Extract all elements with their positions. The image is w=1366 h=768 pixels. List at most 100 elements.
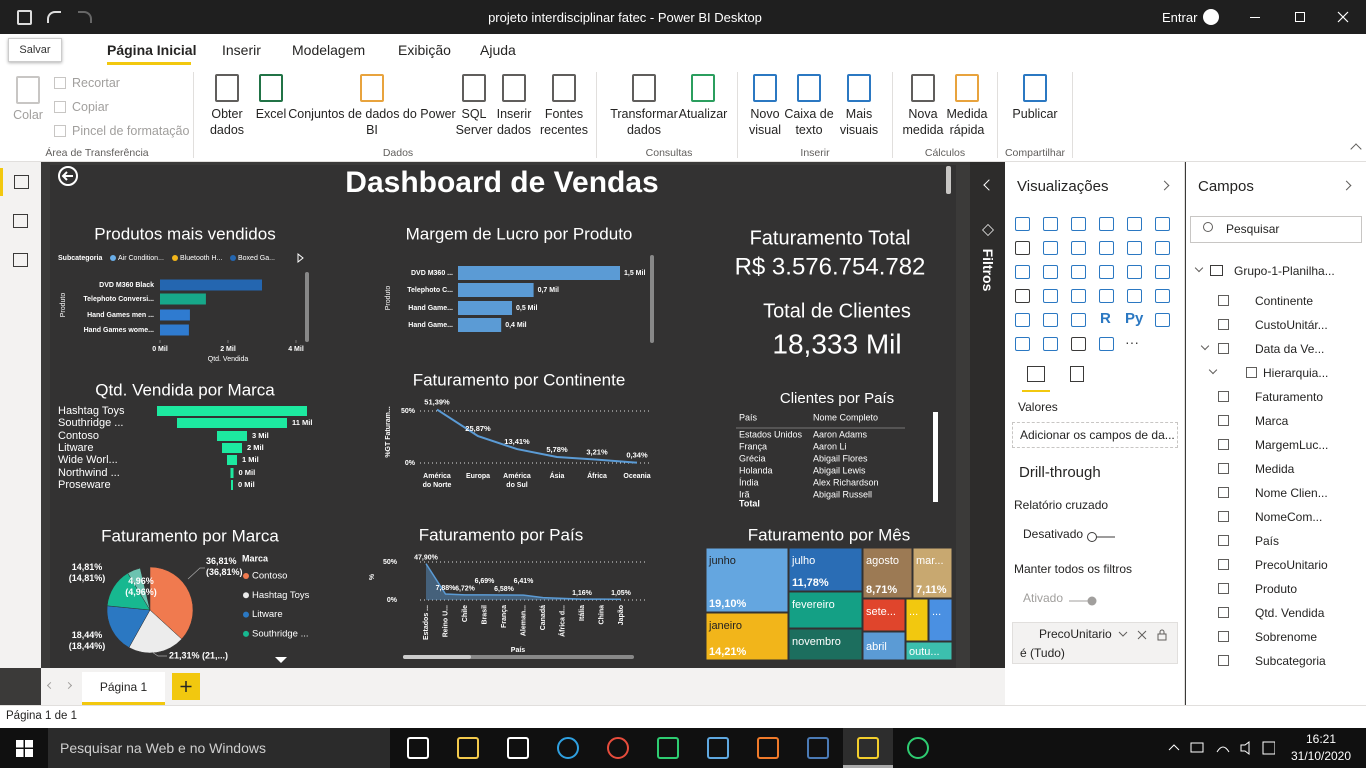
field-name[interactable]: Produto <box>1255 582 1298 596</box>
viz-icon[interactable] <box>1071 265 1086 279</box>
field-checkbox[interactable] <box>1218 559 1229 570</box>
viz-icon[interactable] <box>1127 265 1142 279</box>
ribbon-button[interactable]: Obter dados <box>209 107 245 137</box>
viz-icon[interactable] <box>1099 241 1114 255</box>
fields-well-tab[interactable] <box>1027 366 1045 382</box>
ribbon-button[interactable]: Transformar dados <box>610 107 678 137</box>
viz-icon[interactable] <box>1015 217 1030 231</box>
viz-icon[interactable] <box>1015 289 1030 303</box>
ribbon-button[interactable]: Medida rápida <box>946 107 988 137</box>
ribbon-tab[interactable]: Modelagem <box>292 42 366 58</box>
field-name[interactable]: Subcategoria <box>1255 654 1326 668</box>
ribbon-button[interactable]: Pincel de formatação <box>72 124 190 138</box>
close[interactable] <box>1337 8 1351 26</box>
field-checkbox[interactable] <box>1218 391 1229 402</box>
field-name[interactable]: Sobrenome <box>1255 630 1318 644</box>
taskbar-icon-pycharm[interactable] <box>657 737 679 759</box>
account[interactable]: Entrar <box>1162 10 1198 25</box>
ribbon-tab[interactable]: Ajuda <box>480 42 516 58</box>
viz-icon[interactable] <box>1099 289 1114 303</box>
viz-icon[interactable] <box>1155 241 1170 255</box>
ribbon-button[interactable]: Mais visuais <box>839 107 879 137</box>
field-checkbox[interactable] <box>1218 487 1229 498</box>
viz-icon[interactable] <box>1043 313 1058 327</box>
viz-icon[interactable] <box>1099 337 1114 351</box>
taskbar-icon-chrome[interactable] <box>607 737 629 759</box>
save-icon[interactable] <box>17 10 32 25</box>
viz-icon[interactable] <box>1043 241 1058 255</box>
taskbar-icon-store[interactable] <box>507 737 529 759</box>
viz-icon[interactable] <box>1127 241 1142 255</box>
minimize[interactable] <box>1250 17 1260 18</box>
viz-icon[interactable] <box>1071 217 1086 231</box>
nav-view-icon[interactable] <box>13 214 28 228</box>
ribbon-button[interactable]: Colar <box>13 108 43 122</box>
search-box[interactable] <box>1190 216 1362 243</box>
viz-icon[interactable] <box>1127 217 1142 231</box>
ribbon-button[interactable]: Recortar <box>72 76 120 90</box>
taskbar-icon-power-bi[interactable] <box>857 737 879 759</box>
field-name[interactable]: NomeCom... <box>1255 510 1323 524</box>
viz-icon[interactable] <box>1155 217 1170 231</box>
ribbon-tab[interactable]: Inserir <box>222 42 261 58</box>
viz-icon[interactable] <box>1015 313 1030 327</box>
field-name[interactable]: Continente <box>1255 294 1314 308</box>
taskbar-search[interactable] <box>48 728 390 768</box>
field-checkbox[interactable] <box>1218 463 1229 474</box>
taskbar-icon-xampp[interactable] <box>757 737 779 759</box>
field-name[interactable]: Nome Clien... <box>1255 486 1328 500</box>
field-checkbox[interactable] <box>1218 319 1229 330</box>
undo-icon[interactable] <box>47 11 61 23</box>
taskbar-icon-virtualbox[interactable] <box>707 737 729 759</box>
viz-icon[interactable] <box>1155 265 1170 279</box>
ribbon-button[interactable]: Novo visual <box>749 107 781 137</box>
nav-view-icon[interactable] <box>14 175 29 189</box>
page-tab[interactable]: Página 1 <box>82 672 165 705</box>
taskbar-icon-edge[interactable] <box>557 737 579 759</box>
start-button[interactable] <box>16 740 33 757</box>
ribbon-button[interactable]: Excel <box>255 107 287 121</box>
toggle[interactable] <box>1086 529 1116 542</box>
add-page[interactable] <box>172 673 200 700</box>
taskbar-icon-mysql[interactable] <box>807 737 829 759</box>
redo-icon[interactable] <box>78 11 92 23</box>
field-name[interactable]: Marca <box>1255 414 1289 428</box>
toggle[interactable] <box>1068 593 1098 606</box>
viz-icon[interactable] <box>1099 217 1114 231</box>
field-checkbox[interactable] <box>1246 367 1257 378</box>
viz-icon[interactable] <box>1015 241 1030 255</box>
field-checkbox[interactable] <box>1218 583 1229 594</box>
maximize[interactable] <box>1295 12 1305 22</box>
viz-icon[interactable] <box>1071 313 1086 327</box>
field-checkbox[interactable] <box>1218 535 1229 546</box>
ribbon-button[interactable]: Atualizar <box>678 107 728 121</box>
ribbon-button[interactable]: Nova medida <box>902 107 944 137</box>
viz-icon[interactable] <box>1043 265 1058 279</box>
table-name[interactable]: Grupo-1-Planilha... <box>1234 264 1335 278</box>
field-name[interactable]: Qtd. Vendida <box>1255 606 1325 620</box>
ribbon-tab[interactable]: Página Inicial <box>107 42 197 58</box>
field-checkbox[interactable] <box>1218 511 1229 522</box>
field-checkbox[interactable] <box>1218 439 1229 450</box>
viz-icon[interactable] <box>1099 265 1114 279</box>
viz-icon[interactable] <box>1015 337 1030 351</box>
field-checkbox[interactable] <box>1218 655 1229 666</box>
viz-icon[interactable]: Py <box>1125 310 1144 327</box>
ribbon-button[interactable]: Caixa de texto <box>784 107 834 137</box>
field-name[interactable]: CustoUnitár... <box>1255 318 1328 332</box>
viz-icon[interactable] <box>1071 289 1086 303</box>
taskbar-icon-app[interactable] <box>907 737 929 759</box>
viz-icon[interactable] <box>1071 337 1086 351</box>
ribbon-button[interactable]: SQL Server <box>455 107 493 137</box>
field-name[interactable]: MargemLuc... <box>1255 438 1329 452</box>
viz-icon[interactable] <box>1015 265 1030 279</box>
field-name[interactable]: PrecoUnitario <box>1255 558 1328 572</box>
viz-icon[interactable] <box>1155 313 1170 327</box>
ribbon-button[interactable]: Conjuntos de dados do Power BI <box>288 107 456 137</box>
ribbon-tab[interactable]: Exibição <box>398 42 451 58</box>
field-well[interactable]: Adicionar os campos de da... <box>1012 422 1178 448</box>
viz-icon[interactable] <box>1043 289 1058 303</box>
viz-icon[interactable] <box>1043 337 1058 351</box>
nav-view-icon[interactable] <box>13 253 28 267</box>
ribbon-button[interactable]: Copiar <box>72 100 109 114</box>
